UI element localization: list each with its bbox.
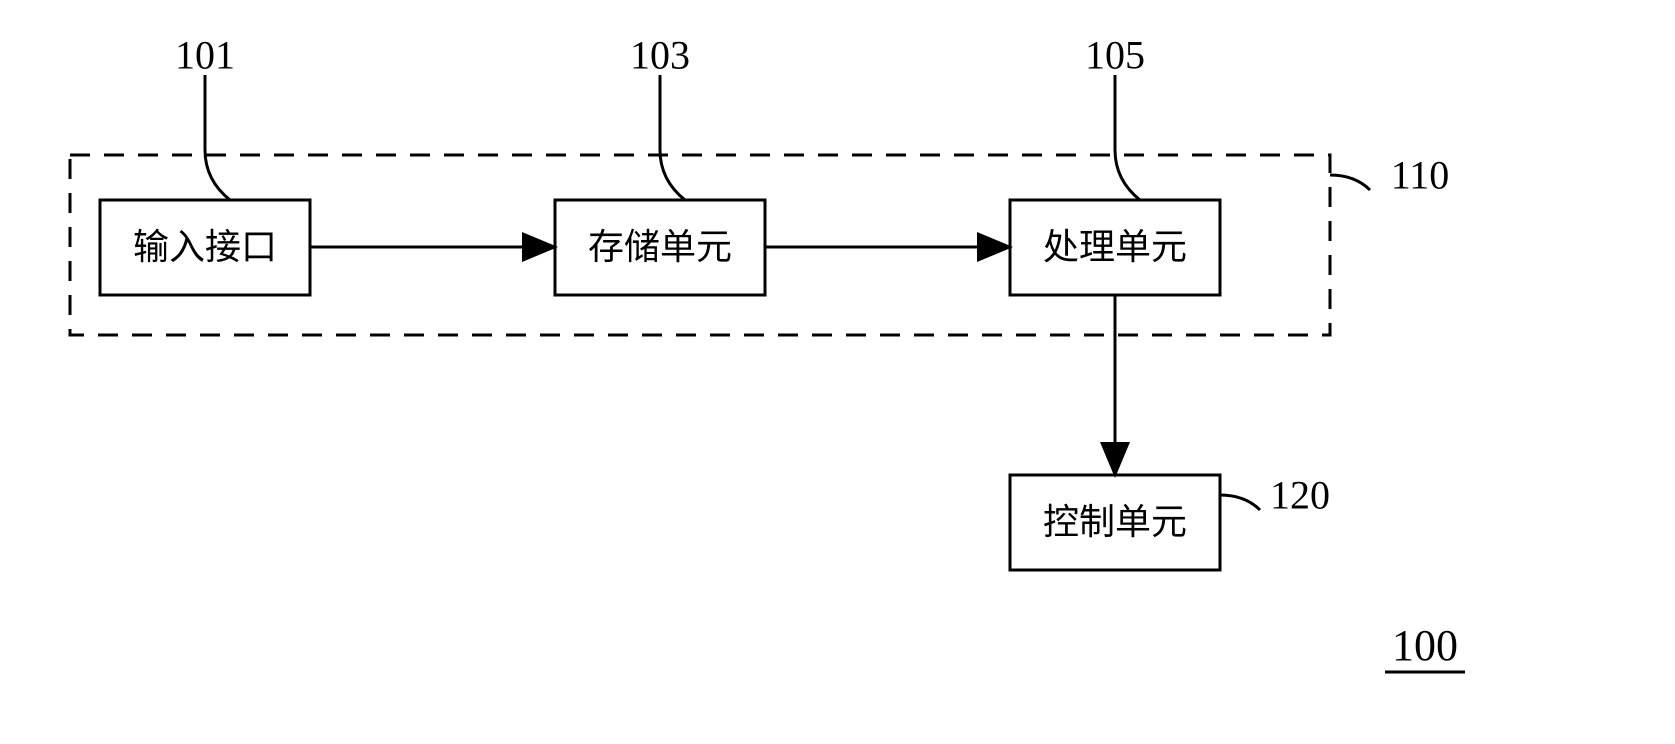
ref-control-unit: 120 bbox=[1270, 473, 1330, 518]
node-control-unit-label: 控制单元 bbox=[1043, 502, 1187, 542]
leader-processing-unit bbox=[1115, 75, 1140, 200]
node-storage-unit-label: 存储单元 bbox=[588, 227, 732, 267]
ref-processing-unit: 105 bbox=[1085, 33, 1145, 78]
leader-storage-unit bbox=[660, 75, 685, 200]
node-processing-unit-label: 处理单元 bbox=[1043, 227, 1187, 267]
ref-input-interface: 101 bbox=[175, 33, 235, 78]
boundary-leader bbox=[1330, 175, 1370, 190]
leader-input-interface bbox=[205, 75, 230, 200]
block-diagram: 110 输入接口 101 存储单元 103 处理单元 105 控制单元 120 … bbox=[0, 0, 1675, 739]
boundary-ref: 110 bbox=[1391, 153, 1450, 198]
leader-control-unit bbox=[1220, 495, 1260, 510]
figure-ref: 100 bbox=[1392, 621, 1458, 670]
ref-storage-unit: 103 bbox=[630, 33, 690, 78]
node-input-interface-label: 输入接口 bbox=[133, 227, 277, 267]
